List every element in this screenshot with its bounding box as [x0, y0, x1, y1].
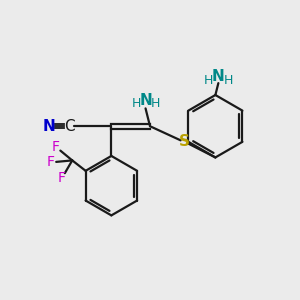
Text: S: S — [179, 134, 190, 149]
Text: C: C — [64, 119, 75, 134]
Text: F: F — [58, 171, 66, 184]
Text: N: N — [43, 119, 55, 134]
Text: F: F — [47, 155, 55, 169]
Text: F: F — [52, 140, 60, 154]
Text: H: H — [150, 98, 160, 110]
Text: N: N — [212, 69, 225, 84]
Text: H: H — [203, 74, 213, 87]
Text: H: H — [131, 98, 141, 110]
Text: H: H — [224, 74, 233, 87]
Text: N: N — [139, 93, 152, 108]
